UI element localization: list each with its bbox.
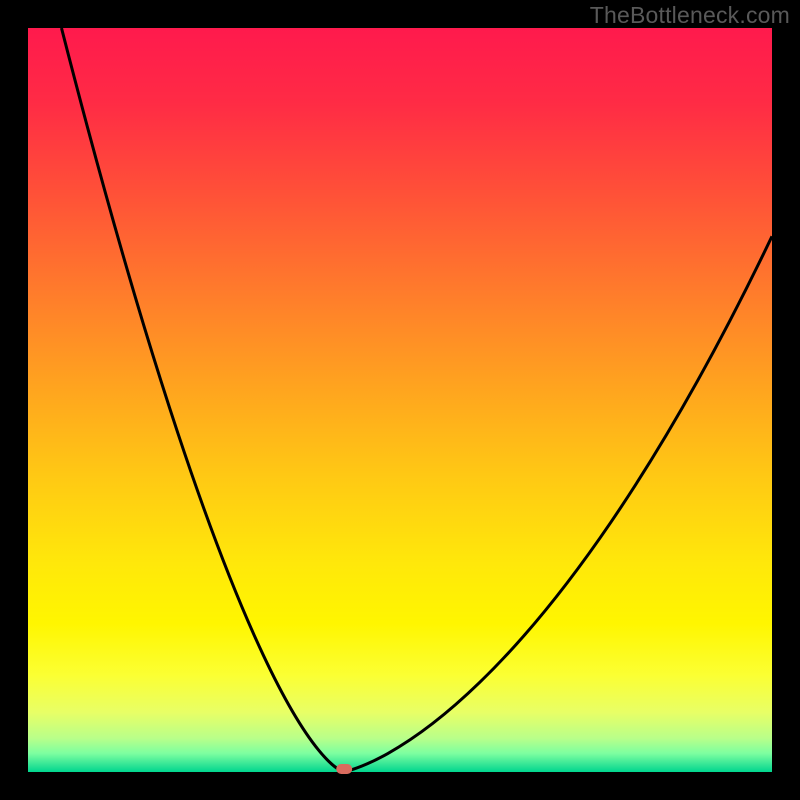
bottleneck-chart xyxy=(0,0,800,800)
plot-background xyxy=(28,28,772,772)
watermark-text: TheBottleneck.com xyxy=(590,2,790,29)
optimal-point-marker xyxy=(336,764,352,774)
chart-frame: TheBottleneck.com xyxy=(0,0,800,800)
